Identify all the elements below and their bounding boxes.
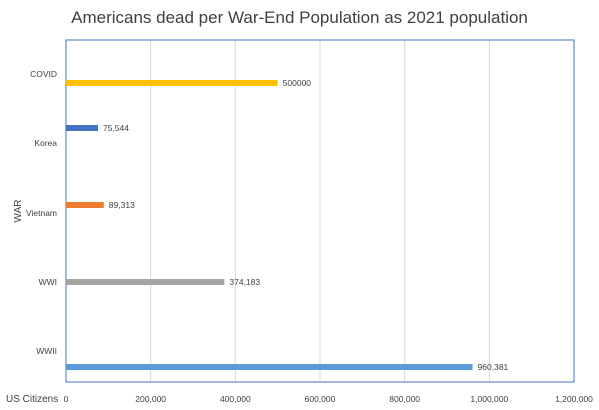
x-tick-label: 1,200,000 [555, 394, 593, 404]
x-tick-labels: 0 200,000 400,000 600,000 800,000 1,000,000 1,… [64, 394, 594, 404]
category-label: Vietnam [26, 208, 57, 218]
y-axis-label: WAR [13, 200, 24, 223]
data-label: 960,381 [478, 362, 509, 372]
category-label: WWI [39, 277, 57, 287]
category-label: COVID [30, 69, 57, 79]
x-tick-label: 400,000 [220, 394, 251, 404]
data-label: 500000 [283, 78, 312, 88]
bar [66, 125, 98, 131]
data-label: 89,313 [109, 200, 135, 210]
category-label: Korea [34, 138, 57, 148]
x-tick-label: 600,000 [305, 394, 336, 404]
x-tick-label: 200,000 [135, 394, 166, 404]
category-labels: COVID Korea Vietnam WWI WWII [26, 69, 57, 356]
bar [66, 80, 278, 86]
bar [66, 364, 473, 370]
x-tick-label: 0 [64, 394, 69, 404]
category-label: WWII [36, 346, 57, 356]
x-tick-label: 1,000,000 [470, 394, 508, 404]
bar [66, 279, 225, 285]
x-tick-label: 800,000 [389, 394, 420, 404]
plot-area-border [65, 39, 575, 383]
x-axis-label: US Citizens [6, 394, 58, 405]
data-label: 374,183 [229, 277, 260, 287]
bar [66, 202, 104, 208]
bars: 500000 75,544 89,313 374,183 960,381 [66, 78, 509, 372]
data-label: 75,544 [103, 123, 129, 133]
gridlines [150, 40, 490, 382]
chart-title: Americans dead per War-End Population as… [71, 8, 528, 27]
